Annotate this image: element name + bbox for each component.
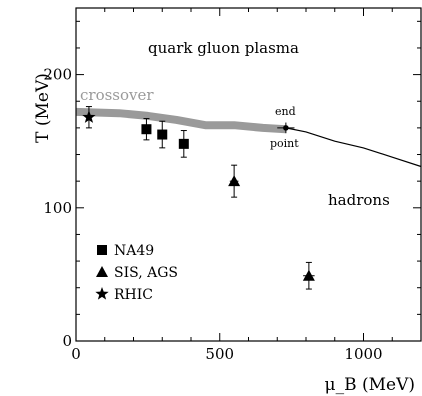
crossover-band	[75, 107, 287, 134]
point-na49	[141, 124, 152, 135]
legend-label-na49: NA49	[114, 243, 154, 259]
y-axis-title-text: T (MeV)	[33, 73, 53, 143]
x-tick-label: 1000	[344, 345, 382, 363]
legend: NA49 SIS, AGS RHIC	[95, 243, 178, 303]
y-tick-label: 200	[43, 66, 72, 84]
point-sis-ags	[302, 269, 315, 281]
point-na49	[157, 129, 168, 140]
point-rhic	[82, 110, 96, 123]
annotation-hadrons: hadrons	[328, 191, 390, 209]
legend-marker-sis-ags	[96, 266, 108, 277]
y-axis-title: T (MeV)	[33, 73, 53, 143]
annotation-crossover: crossover	[80, 86, 154, 104]
x-tick-label: 0	[71, 345, 81, 363]
end-point-marker	[283, 125, 289, 131]
annotation-end: end	[275, 105, 296, 118]
x-axis-title: μ_B (MeV)	[325, 375, 415, 395]
annotation-quark-gluon-plasma: quark gluon plasma	[148, 39, 299, 57]
annotation-point: point	[270, 137, 299, 150]
point-sis-ags	[228, 175, 241, 187]
y-tick-label: 100	[43, 199, 72, 217]
phase-boundary-line	[285, 127, 422, 168]
x-axis-title-text: μ_B (MeV)	[325, 375, 415, 395]
legend-label-sis-ags: SIS, AGS	[114, 265, 178, 281]
y-tick-label: 0	[62, 332, 72, 350]
point-na49	[178, 138, 189, 149]
legend-marker-na49	[97, 245, 107, 255]
legend-label-rhic: RHIC	[114, 287, 153, 303]
x-tick-label: 500	[205, 345, 234, 363]
legend-marker-rhic	[95, 287, 109, 300]
